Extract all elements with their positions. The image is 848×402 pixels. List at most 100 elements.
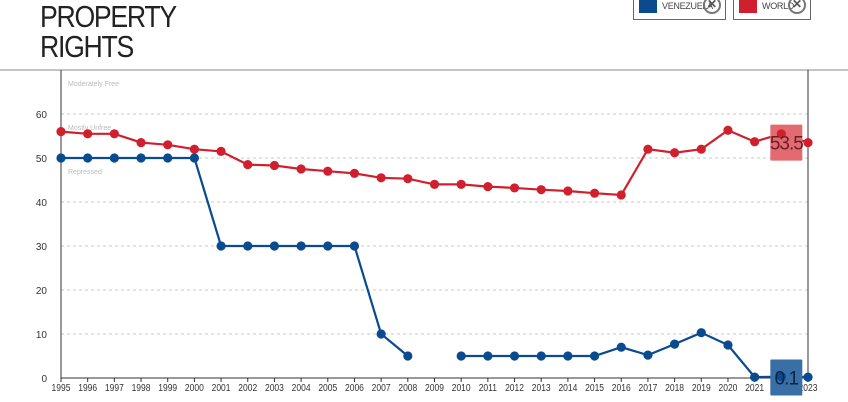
data-point-venezuela xyxy=(56,153,66,163)
x-tick-label: 2018 xyxy=(665,382,684,393)
x-tick-label: 2005 xyxy=(318,382,337,393)
band-label: Moderately Free xyxy=(68,81,119,88)
data-point-venezuela xyxy=(589,351,600,361)
x-tick-label: 2023 xyxy=(799,382,818,393)
x-tick-label: 2006 xyxy=(345,382,364,393)
data-point-venezuela xyxy=(269,241,280,251)
x-tick-label: 2000 xyxy=(185,382,204,393)
data-point-world xyxy=(269,160,280,171)
data-point-venezuela xyxy=(643,350,653,360)
data-point-world xyxy=(643,144,653,154)
x-tick-label: 2007 xyxy=(372,382,391,393)
x-tick-label: 1999 xyxy=(158,382,177,393)
data-point-venezuela xyxy=(723,340,733,350)
y-tick-label: 40 xyxy=(36,198,48,209)
data-point-venezuela xyxy=(776,372,786,382)
data-point-world xyxy=(56,127,66,137)
data-point-venezuela xyxy=(750,372,760,382)
data-point-world xyxy=(83,129,93,139)
x-tick-label: 2020 xyxy=(719,382,738,393)
data-point-world xyxy=(509,183,520,193)
close-icon[interactable]: ✕ xyxy=(703,0,721,14)
y-tick-label: 10 xyxy=(36,330,48,341)
data-point-venezuela xyxy=(536,351,546,361)
y-tick-label: 60 xyxy=(36,110,48,121)
data-point-venezuela xyxy=(243,241,253,251)
data-point-world xyxy=(163,140,173,150)
data-point-venezuela xyxy=(670,339,680,349)
data-point-venezuela xyxy=(376,329,386,339)
data-point-world xyxy=(189,144,199,154)
data-point-venezuela xyxy=(403,351,413,361)
callout-box xyxy=(770,359,803,396)
x-tick-label: 2009 xyxy=(425,382,444,393)
data-point-world xyxy=(323,166,333,176)
close-icon[interactable]: ✕ xyxy=(788,0,806,14)
data-point-venezuela xyxy=(296,241,306,251)
data-point-world xyxy=(349,168,360,178)
x-tick-label: 2016 xyxy=(612,382,631,393)
legend-label-venezuela: VENEZUELA xyxy=(662,1,713,11)
legend-item-world[interactable]: WORLD ✕ xyxy=(733,0,811,20)
series-line-venezuela xyxy=(61,156,409,357)
data-point-venezuela xyxy=(563,351,573,361)
data-point-world xyxy=(456,179,466,189)
legend-item-venezuela[interactable]: VENEZUELA ✕ xyxy=(633,0,726,20)
data-point-world xyxy=(670,148,680,158)
x-tick-label: 1997 xyxy=(105,382,124,393)
data-point-world xyxy=(563,186,573,196)
data-point-venezuela xyxy=(803,372,813,382)
x-tick-label: 2008 xyxy=(398,382,417,393)
data-point-world xyxy=(750,137,760,147)
data-point-world xyxy=(296,164,306,174)
y-tick-label: 30 xyxy=(36,242,48,253)
data-point-venezuela xyxy=(189,153,199,163)
data-point-world xyxy=(376,173,386,183)
x-tick-label: 2015 xyxy=(585,382,604,393)
data-point-world xyxy=(536,185,546,195)
data-point-venezuela xyxy=(323,241,333,251)
callout-label: 0.1 xyxy=(775,369,799,390)
legend-label-world: WORLD xyxy=(762,1,794,11)
data-point-world xyxy=(696,144,706,154)
x-tick-label: 2003 xyxy=(265,382,284,393)
x-tick-label: 1996 xyxy=(78,382,97,393)
x-tick-label: 2012 xyxy=(505,382,524,393)
data-point-world xyxy=(429,179,440,189)
data-point-world xyxy=(243,160,253,170)
y-tick-label: 0 xyxy=(41,374,47,385)
data-point-venezuela xyxy=(616,342,626,352)
data-point-world xyxy=(723,125,733,135)
x-tick-label: 2004 xyxy=(292,382,311,393)
data-point-venezuela xyxy=(349,241,360,251)
data-point-world xyxy=(136,138,146,148)
y-tick-label: 20 xyxy=(36,286,48,297)
data-point-venezuela xyxy=(456,351,466,361)
x-tick-label: 2014 xyxy=(558,382,577,393)
data-point-world xyxy=(403,174,413,184)
x-tick-label: 2010 xyxy=(452,382,471,393)
data-point-world xyxy=(109,129,119,139)
title-line-1: PROPERTY xyxy=(40,0,177,34)
x-tick-label: 2001 xyxy=(212,382,231,393)
x-tick-label: 1998 xyxy=(132,382,151,393)
data-point-venezuela xyxy=(483,351,493,361)
data-point-world xyxy=(803,138,813,148)
legend-swatch-venezuela xyxy=(639,0,657,13)
x-tick-label: 2013 xyxy=(532,382,551,393)
data-point-venezuela xyxy=(509,351,520,361)
data-point-venezuela xyxy=(83,153,93,163)
data-point-venezuela xyxy=(216,241,226,251)
x-tick-label: 2019 xyxy=(692,382,711,393)
band-label: Repressed xyxy=(68,169,102,176)
y-tick-label: 50 xyxy=(36,154,48,165)
data-point-world xyxy=(589,188,600,198)
x-tick-label: 2002 xyxy=(238,382,257,393)
callout-label: 53.5 xyxy=(770,134,803,155)
legend-swatch-world xyxy=(739,0,757,13)
data-point-world xyxy=(776,129,786,139)
data-point-venezuela xyxy=(163,153,173,163)
data-point-venezuela xyxy=(696,328,706,338)
title-line-2: RIGHTS xyxy=(40,29,134,64)
